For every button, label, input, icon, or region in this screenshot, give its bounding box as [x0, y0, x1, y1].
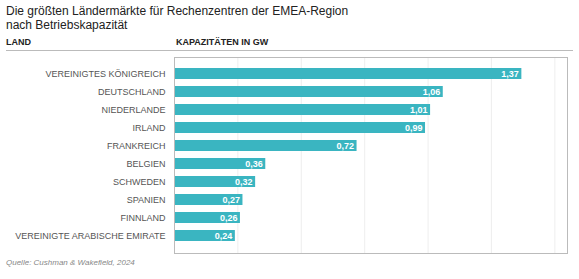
svg-text:0,24: 0,24 [215, 231, 233, 241]
html-text:Die größten Ländermärkte für R: Die größten Ländermärkte für Rechenzentr… [6, 4, 349, 18]
svg-text:0,27: 0,27 [222, 195, 240, 205]
svg-text:FINNLAND: FINNLAND [120, 213, 166, 223]
html-text:nach Betriebskapazität: nach Betriebskapazität [6, 18, 128, 32]
svg-text:0,26: 0,26 [220, 213, 238, 223]
svg-text:VEREINIGTE ARABISCHE EMIRATE: VEREINIGTE ARABISCHE EMIRATE [15, 231, 165, 241]
svg-text:0,72: 0,72 [337, 141, 355, 151]
svg-text:DEUTSCHLAND: DEUTSCHLAND [98, 87, 166, 97]
svg-text:1,06: 1,06 [423, 87, 441, 97]
svg-text:BELGIEN: BELGIEN [126, 159, 165, 169]
svg-text:0,36: 0,36 [245, 159, 263, 169]
svg-text:VEREINIGTES KÖNIGREICH: VEREINIGTES KÖNIGREICH [45, 69, 165, 79]
svg-text:NIEDERLANDE: NIEDERLANDE [101, 105, 165, 115]
html-text:LAND: LAND [6, 37, 31, 47]
html-text:Quelle: Cushman & Wakefield, 2: Quelle: Cushman & Wakefield, 2024 [6, 258, 135, 267]
svg-text:0,32: 0,32 [235, 177, 253, 187]
svg-text:SCHWEDEN: SCHWEDEN [113, 177, 166, 187]
svg-text:0,99: 0,99 [405, 123, 423, 133]
svg-text:1,37: 1,37 [501, 69, 519, 79]
svg-text:1,01: 1,01 [410, 105, 428, 115]
svg-text:SPANIEN: SPANIEN [127, 195, 166, 205]
html-text:KAPAZITÄTEN IN GW: KAPAZITÄTEN IN GW [176, 37, 269, 47]
svg-text:FRANKREICH: FRANKREICH [107, 141, 166, 151]
svg-text:IRLAND: IRLAND [132, 123, 166, 133]
